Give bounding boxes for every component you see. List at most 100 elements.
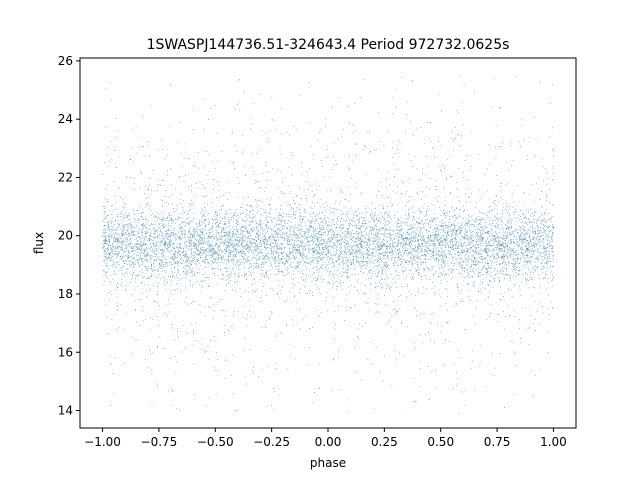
scatter-point [488,280,490,281]
scatter-point [471,240,473,242]
scatter-point [358,220,360,222]
scatter-point [339,264,340,266]
scatter-point [455,234,457,236]
scatter-point [481,212,483,214]
scatter-point [155,243,157,245]
scatter-point [438,249,440,251]
scatter-point [265,217,267,218]
scatter-point [438,276,439,278]
scatter-point [356,371,358,373]
scatter-point [502,235,504,237]
scatter-point [160,211,162,213]
scatter-point [375,239,376,241]
scatter-point [345,263,347,265]
scatter-point [200,257,202,258]
scatter-point [242,226,244,228]
scatter-point [333,277,335,278]
scatter-point [359,194,361,196]
scatter-point [151,256,153,258]
scatter-point [119,241,121,243]
scatter-point [531,213,533,215]
scatter-point [458,272,460,274]
scatter-point [361,379,363,381]
scatter-point [486,168,488,170]
scatter-point [434,370,436,372]
scatter-point [410,160,412,161]
scatter-point [332,212,334,214]
scatter-point [266,246,268,248]
scatter-point [460,253,462,255]
scatter-point [308,230,310,231]
scatter-point [302,273,304,275]
scatter-point [285,324,287,326]
scatter-point [537,250,539,252]
scatter-point [189,203,191,205]
scatter-point [293,154,295,156]
scatter-point [263,212,265,214]
scatter-point [157,294,159,296]
scatter-point [442,224,444,226]
scatter-point [348,276,350,278]
scatter-point [526,218,527,220]
scatter-point [226,263,228,265]
scatter-point [300,228,302,230]
scatter-point [346,270,348,272]
scatter-point [250,216,252,218]
scatter-point [120,283,122,285]
scatter-point [185,272,187,274]
scatter-point [299,229,301,231]
scatter-point [166,235,168,237]
scatter-point [428,188,430,189]
scatter-point [234,272,235,274]
scatter-point [158,248,160,250]
scatter-point [186,261,188,262]
scatter-point [140,173,142,175]
scatter-point [370,278,372,279]
scatter-point [389,234,391,236]
scatter-point [543,242,545,244]
scatter-point [110,252,111,254]
scatter-point [376,277,378,279]
scatter-point [498,255,499,257]
scatter-point [435,180,437,182]
scatter-point [283,239,285,241]
scatter-point [191,323,193,325]
scatter-point [341,282,342,284]
scatter-point [174,262,175,264]
scatter-point [165,304,167,306]
scatter-point [318,222,319,224]
scatter-point [552,246,554,248]
scatter-point [151,223,152,225]
scatter-point [522,241,524,243]
scatter-point [209,263,211,265]
scatter-point [422,255,424,256]
scatter-point [361,212,363,214]
scatter-point [552,251,554,253]
scatter-point [141,211,143,213]
scatter-point [377,168,379,170]
scatter-point [434,186,436,188]
scatter-point [388,220,390,222]
scatter-point [190,285,192,287]
scatter-point [316,236,318,238]
scatter-point [210,263,212,265]
scatter-point [389,247,391,249]
scatter-point [386,265,388,267]
scatter-point [135,246,137,248]
scatter-point [405,246,407,248]
scatter-point [278,245,280,247]
scatter-point [416,227,418,229]
scatter-point [193,394,195,396]
scatter-point [430,339,431,341]
scatter-point [113,241,115,242]
scatter-point [315,233,317,235]
scatter-point [207,262,209,263]
scatter-point [279,267,281,269]
scatter-point [459,300,461,302]
scatter-point [528,241,530,243]
scatter-point [293,278,295,280]
scatter-point [383,222,385,224]
scatter-point [391,238,392,240]
scatter-point [349,249,351,251]
scatter-point [438,268,440,270]
